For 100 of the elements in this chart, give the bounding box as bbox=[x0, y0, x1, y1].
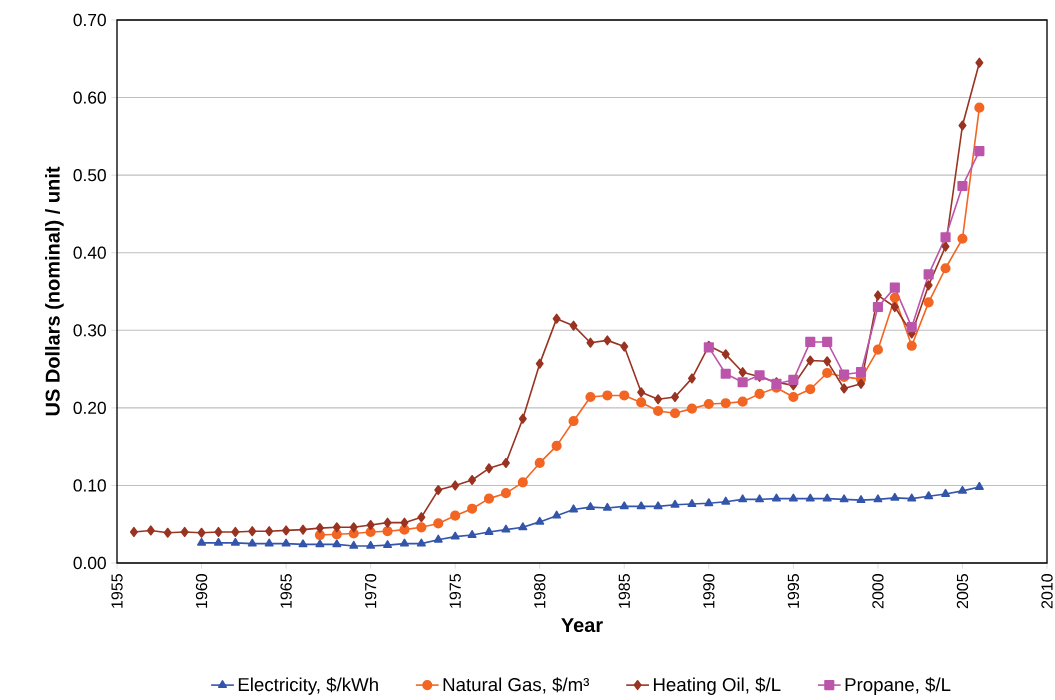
point bbox=[974, 146, 985, 157]
point bbox=[332, 539, 342, 548]
point bbox=[619, 390, 630, 401]
x-tick-label: 1960 bbox=[195, 574, 208, 608]
point bbox=[687, 373, 696, 384]
point bbox=[822, 493, 832, 502]
x-tick-label: 2005 bbox=[956, 574, 969, 609]
point bbox=[636, 397, 647, 408]
point bbox=[535, 516, 545, 525]
point bbox=[230, 537, 240, 546]
point bbox=[485, 463, 494, 474]
point bbox=[400, 517, 409, 528]
point bbox=[654, 394, 663, 405]
point bbox=[721, 349, 730, 360]
point bbox=[721, 496, 731, 505]
point bbox=[349, 522, 358, 533]
point bbox=[163, 527, 172, 538]
point bbox=[687, 498, 697, 507]
point bbox=[383, 540, 393, 549]
y-tick-label: 0.20 bbox=[73, 401, 106, 414]
point bbox=[434, 485, 443, 496]
x-tick-label: 1995 bbox=[787, 574, 800, 608]
point bbox=[399, 538, 409, 547]
y-tick-label: 0.70 bbox=[73, 13, 106, 27]
point bbox=[670, 499, 680, 508]
point bbox=[872, 301, 883, 313]
legend-label: Electricity, $/kWh bbox=[238, 677, 378, 695]
point bbox=[180, 526, 189, 538]
point bbox=[282, 525, 291, 536]
point bbox=[501, 457, 510, 468]
point bbox=[738, 367, 747, 378]
point bbox=[619, 501, 629, 510]
point bbox=[907, 493, 917, 502]
point bbox=[720, 398, 731, 409]
point bbox=[467, 503, 478, 514]
point bbox=[873, 494, 883, 503]
point bbox=[416, 522, 427, 533]
point bbox=[551, 440, 562, 451]
legend-label: Propane, $/L bbox=[845, 677, 951, 695]
point bbox=[923, 297, 934, 308]
point bbox=[366, 519, 375, 531]
point bbox=[146, 525, 155, 536]
point bbox=[788, 374, 799, 385]
point bbox=[923, 269, 934, 280]
x-tick-label: 1965 bbox=[280, 574, 292, 608]
point bbox=[686, 403, 697, 414]
point bbox=[417, 512, 426, 523]
point bbox=[585, 502, 595, 511]
point bbox=[518, 522, 528, 531]
point bbox=[957, 485, 967, 494]
point bbox=[382, 526, 393, 537]
point bbox=[602, 390, 613, 401]
point bbox=[940, 263, 951, 274]
point bbox=[771, 493, 781, 502]
point bbox=[975, 57, 984, 68]
point bbox=[500, 488, 511, 499]
point bbox=[450, 531, 460, 540]
point bbox=[568, 415, 579, 427]
x-tick-label: 2000 bbox=[872, 574, 884, 609]
point bbox=[957, 233, 968, 244]
point bbox=[653, 405, 664, 417]
point bbox=[924, 491, 934, 500]
point bbox=[840, 383, 849, 394]
y-axis-title: US Dollars (nominal) / unit bbox=[45, 166, 64, 416]
point bbox=[620, 341, 629, 352]
point bbox=[197, 537, 207, 546]
point bbox=[247, 538, 257, 547]
point bbox=[518, 413, 527, 424]
y-tick-label: 0.10 bbox=[73, 479, 106, 492]
legend-label: Heating Oil, $/L bbox=[653, 677, 781, 695]
point bbox=[569, 320, 578, 331]
point bbox=[213, 537, 223, 546]
point bbox=[822, 336, 833, 347]
point bbox=[468, 474, 477, 486]
point bbox=[602, 502, 612, 511]
point bbox=[248, 526, 257, 537]
point bbox=[315, 523, 324, 534]
point bbox=[958, 120, 967, 131]
point bbox=[451, 480, 460, 491]
point bbox=[636, 501, 646, 510]
point bbox=[517, 477, 528, 488]
point bbox=[924, 280, 933, 291]
y-tick-label: 0.60 bbox=[73, 91, 106, 104]
point bbox=[265, 526, 274, 537]
y-tick-label: 0.50 bbox=[73, 169, 106, 182]
point bbox=[974, 481, 984, 490]
point bbox=[941, 488, 951, 497]
point bbox=[483, 493, 495, 504]
point bbox=[298, 539, 308, 548]
point bbox=[366, 540, 376, 549]
y-tick-label: 0.00 bbox=[73, 556, 106, 570]
point bbox=[264, 538, 274, 547]
point bbox=[552, 313, 561, 324]
point bbox=[737, 396, 748, 407]
y-tick-label: 0.30 bbox=[73, 324, 106, 337]
point bbox=[315, 539, 325, 548]
point bbox=[332, 522, 341, 533]
point bbox=[552, 510, 562, 519]
point bbox=[957, 180, 968, 192]
point bbox=[788, 391, 799, 403]
